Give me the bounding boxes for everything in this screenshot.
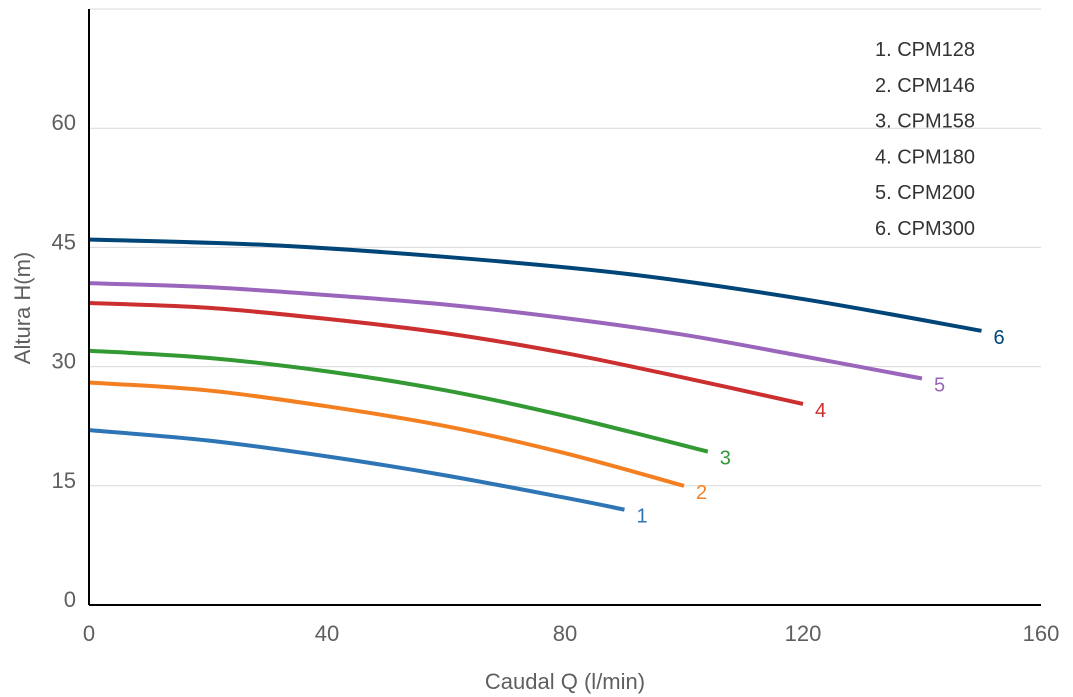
y-tick-label: 0 [64, 587, 76, 612]
legend-entry: 6. CPM300 [875, 218, 975, 240]
y-tick-label: 45 [52, 229, 76, 254]
legend-entry: 1. CPM128 [875, 39, 975, 61]
y-axis-title: Altura H(m) [10, 252, 35, 364]
x-tick-label: 80 [553, 621, 577, 646]
series-line-3 [88, 348, 709, 454]
series-line-1 [88, 428, 625, 512]
x-tick-label: 120 [785, 621, 822, 646]
legend: 1. CPM128 2. CPM146 3. CPM158 4. CPM180 5. C… [875, 39, 975, 240]
x-tick-label: 40 [315, 621, 339, 646]
legend-entry: 5. CPM200 [875, 182, 975, 204]
series-line-5 [88, 281, 923, 381]
y-tick-label: 15 [52, 468, 76, 493]
grid-layer [89, 8, 1041, 487]
series-end-label-3: 3 [720, 448, 731, 470]
legend-entry: 4. CPM180 [875, 146, 975, 168]
y-tick-label: 30 [52, 349, 76, 374]
x-tick-label: 160 [1023, 621, 1060, 646]
legend-entry: 2. CPM146 [875, 75, 975, 97]
x-axis-title: Caudal Q (l/min) [485, 669, 645, 694]
y-tick-label: 60 [52, 110, 76, 135]
series-line-6 [88, 237, 982, 333]
series-end-label-6: 6 [994, 327, 1005, 349]
series-end-label-5: 5 [934, 375, 945, 397]
series-line-4 [88, 301, 804, 406]
series-end-label-4: 4 [815, 400, 826, 422]
series-end-label-1: 1 [637, 506, 648, 528]
series-line-2 [88, 380, 685, 488]
legend-entry: 3. CPM158 [875, 111, 975, 133]
x-tick-label: 0 [83, 621, 95, 646]
series-end-label-2: 2 [696, 482, 707, 504]
